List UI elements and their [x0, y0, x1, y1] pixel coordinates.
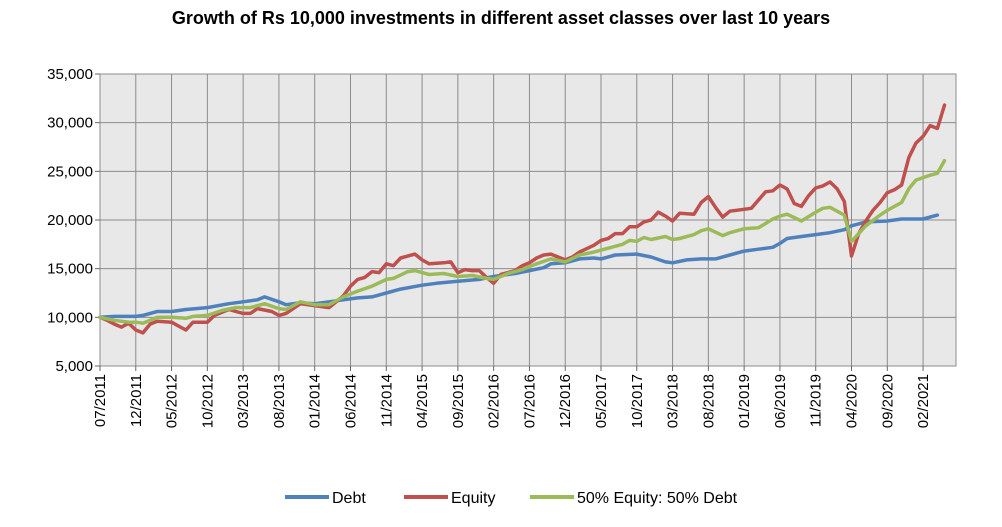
y-tick-label: 20,000	[47, 212, 93, 229]
x-tick-label: 12/2016	[557, 374, 574, 428]
x-tick-label: 10/2012	[199, 374, 216, 428]
y-tick-label: 25,000	[47, 163, 93, 180]
y-tick-label: 15,000	[47, 261, 93, 278]
x-axis-ticks: 07/2011 12/2011 05/2012 10/2012 03/2013 08/20…	[92, 366, 932, 428]
x-tick-label: 07/2016	[521, 374, 538, 428]
legend-label: 50% Equity: 50% Debt	[577, 490, 738, 507]
x-tick-label: 02/2016	[486, 374, 503, 428]
x-tick-label: 10/2017	[629, 374, 646, 428]
x-tick-label: 01/2019	[736, 374, 753, 428]
y-tick-label: 35,000	[47, 66, 93, 83]
x-tick-label: 06/2019	[772, 374, 789, 428]
x-tick-label: 12/2011	[128, 374, 145, 427]
x-tick-label: 08/2018	[700, 374, 717, 428]
x-tick-label: 11/2019	[808, 374, 825, 427]
series-line-equity	[98, 103, 947, 335]
x-tick-label: 04/2020	[844, 374, 861, 428]
series-line-debt	[98, 213, 940, 320]
legend-label: Debt	[332, 490, 366, 507]
y-axis-ticks: 5,000 10,000 15,000 20,000 25,000 30,000 35,00…	[47, 66, 100, 375]
series-lines	[98, 103, 947, 335]
y-tick-label: 10,000	[47, 309, 93, 326]
x-tick-label: 02/2021	[915, 374, 932, 428]
y-tick-label: 30,000	[47, 115, 93, 132]
y-tick-label: 5,000	[55, 358, 93, 375]
legend: Debt Equity 50% Equity: 50% Debt	[285, 490, 738, 507]
x-tick-label: 03/2018	[665, 374, 682, 428]
x-tick-label: 09/2020	[879, 374, 896, 428]
x-tick-label: 05/2017	[593, 374, 610, 428]
x-tick-label: 06/2014	[343, 374, 360, 428]
x-tick-label: 08/2013	[271, 374, 288, 428]
x-tick-label: 01/2014	[307, 374, 324, 428]
x-tick-label: 09/2015	[450, 374, 467, 428]
x-tick-label: 04/2015	[414, 374, 431, 428]
chart-title: Growth of Rs 10,000 investments in diffe…	[171, 8, 831, 28]
x-tick-label: 07/2011	[92, 374, 109, 427]
series-line-mix	[98, 158, 947, 325]
x-tick-label: 03/2013	[235, 374, 252, 428]
x-tick-label: 05/2012	[164, 374, 181, 428]
legend-label: Equity	[451, 490, 495, 507]
x-tick-label: 11/2014	[378, 374, 395, 427]
